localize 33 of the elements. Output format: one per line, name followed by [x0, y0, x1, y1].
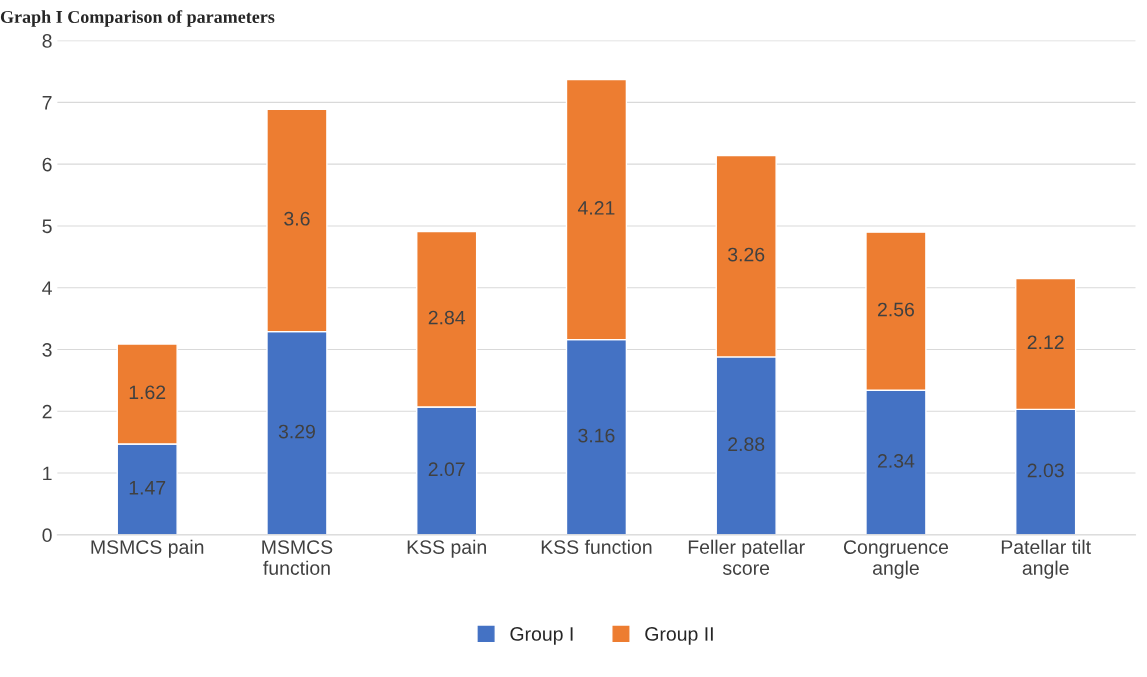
data-label: 1.47 — [129, 481, 166, 495]
legend-label: Group I — [510, 627, 573, 645]
data-label: 3.29 — [278, 424, 315, 439]
data-label: 2.34 — [877, 454, 915, 468]
data-label: 4.21 — [577, 201, 615, 215]
x-tick-label: MSMCS pain — [91, 539, 204, 558]
data-label: 2.03 — [1027, 463, 1064, 478]
x-tick-label: MSMCS function — [262, 540, 333, 575]
y-tick-label: 1 — [43, 466, 52, 481]
data-label: 3.6 — [284, 211, 310, 226]
y-tick-label: 4 — [42, 281, 52, 295]
data-label: 2.56 — [877, 302, 914, 317]
data-label: 2.84 — [428, 310, 466, 325]
x-tick-label: KSS function — [541, 539, 652, 554]
x-tick-label: Patellar tilt angle — [1001, 539, 1091, 579]
y-tick-label: 0 — [42, 528, 52, 543]
y-tick-label: 3 — [42, 342, 52, 357]
data-label: 3.26 — [728, 247, 765, 262]
y-tick-label: 2 — [42, 404, 52, 419]
chart-title: Graph I Comparison of parameters — [0, 10, 275, 27]
x-tick-label: KSS pain — [407, 539, 486, 558]
data-label: 2.12 — [1027, 335, 1064, 349]
data-label: 1.62 — [129, 385, 166, 400]
y-tick-label: 8 — [42, 34, 52, 48]
x-tick-label: Feller patellar score — [688, 539, 805, 575]
data-label: 2.07 — [428, 462, 465, 477]
y-tick-label: 6 — [42, 157, 52, 172]
data-label: 2.88 — [728, 437, 765, 452]
y-tick-label: 5 — [42, 219, 52, 234]
legend-label: Group II — [645, 627, 713, 645]
y-tick-label: 7 — [42, 96, 52, 110]
x-tick-label: Congruence angle — [843, 540, 949, 579]
data-label: 3.16 — [578, 428, 615, 443]
